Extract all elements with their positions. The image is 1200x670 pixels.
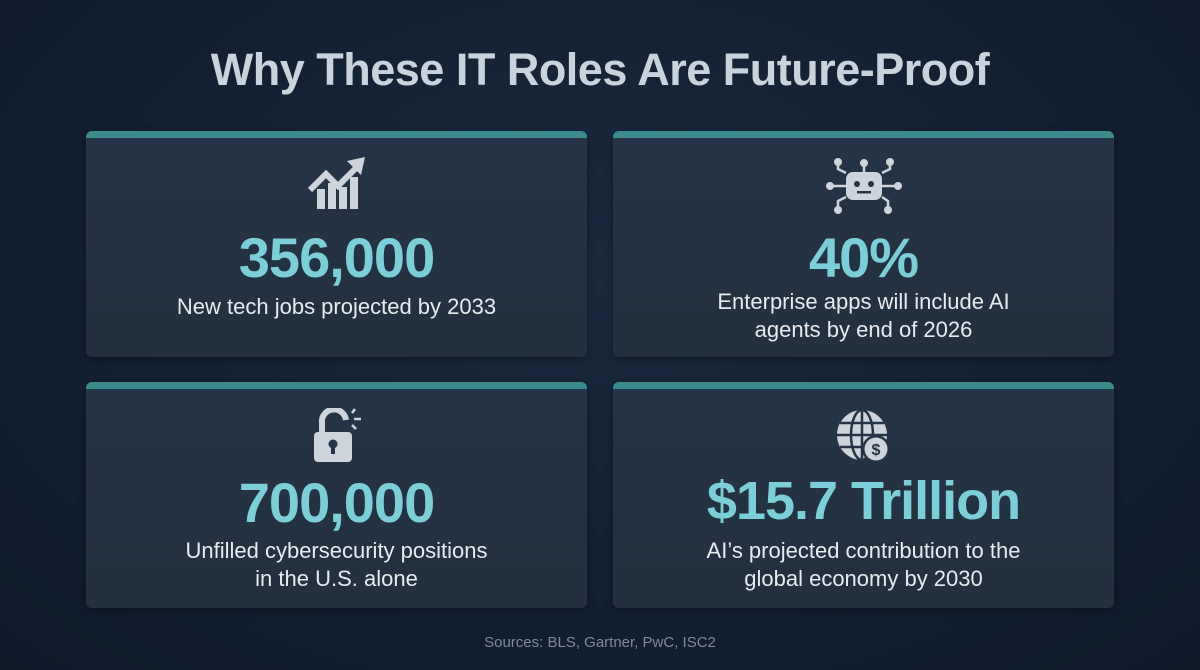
ai-robot-network-icon [825, 157, 902, 220]
card-accent-bar [86, 131, 587, 138]
stat-description: AI’s projected contribution to the globa… [706, 538, 1021, 591]
stat-value: 700,000 [238, 471, 435, 534]
page-title: Why These IT Roles Are Future-Proof [210, 44, 990, 95]
chart-trending-up-icon [307, 157, 367, 216]
stat-card-tech-jobs: 356,000 New tech jobs projected by 2033 [86, 131, 587, 357]
stat-description: Enterprise apps will include AI agents b… [717, 289, 1010, 342]
card-accent-bar [613, 382, 1114, 389]
stat-description: Unfilled cybersecurity positions in the … [185, 538, 488, 591]
stat-value: 356,000 [238, 226, 435, 289]
card-accent-bar [613, 131, 1114, 138]
unlocked-padlock-icon [310, 406, 364, 469]
card-accent-bar [86, 382, 587, 389]
svg-text:$: $ [871, 442, 880, 459]
stat-card-ai-agents: 40% Enterprise apps will include AI agen… [613, 131, 1114, 357]
sources-footnote: Sources: BLS, Gartner, PwC, ISC2 [484, 634, 716, 651]
stat-card-cybersecurity: 700,000 Unfilled cybersecurity positions… [86, 382, 587, 608]
stat-description: New tech jobs projected by 2033 [176, 294, 497, 319]
globe-dollar-icon: $ [836, 408, 892, 468]
stat-value: 40% [808, 226, 919, 289]
stat-card-ai-economy: $ $15.7 Trillion AI’s projected contribu… [613, 382, 1114, 608]
stat-value: $15.7 Trillion [706, 471, 1021, 531]
